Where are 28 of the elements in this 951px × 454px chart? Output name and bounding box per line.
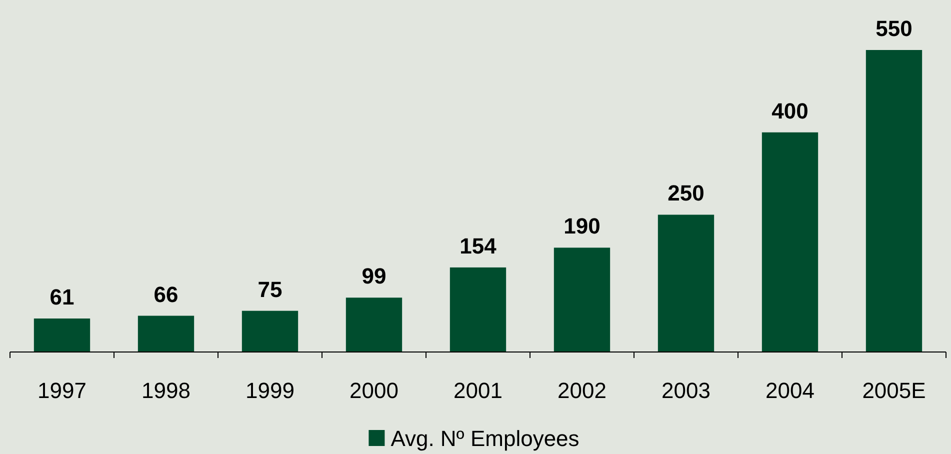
bar [554,248,610,352]
data-label: 66 [154,282,178,307]
data-label: 99 [362,264,386,289]
x-tick-label: 2005E [862,378,926,403]
x-tick-label: 2004 [766,378,814,403]
x-tick-label: 1997 [38,378,86,403]
x-tick-label: 1999 [246,378,294,403]
bar [346,298,402,352]
data-label: 550 [876,16,912,41]
bar [242,310,298,352]
data-label: 250 [668,180,704,206]
x-tick-label: 1998 [142,378,190,403]
x-tick-label: 2000 [350,378,398,403]
data-label: 190 [564,214,600,239]
legend-label: Avg. Nº Employees [390,426,580,451]
bar [658,214,714,352]
bar [866,50,922,352]
data-label: 75 [258,276,282,302]
x-tick-label: 2003 [662,378,710,403]
x-tick-label: 2001 [454,378,502,403]
bar [450,267,506,352]
bar [34,318,90,352]
x-tick-label: 2002 [558,378,606,403]
data-label: 400 [772,98,808,124]
data-label: 154 [460,233,498,258]
bar [762,132,818,352]
data-label: 61 [50,284,74,310]
bar [138,316,194,352]
